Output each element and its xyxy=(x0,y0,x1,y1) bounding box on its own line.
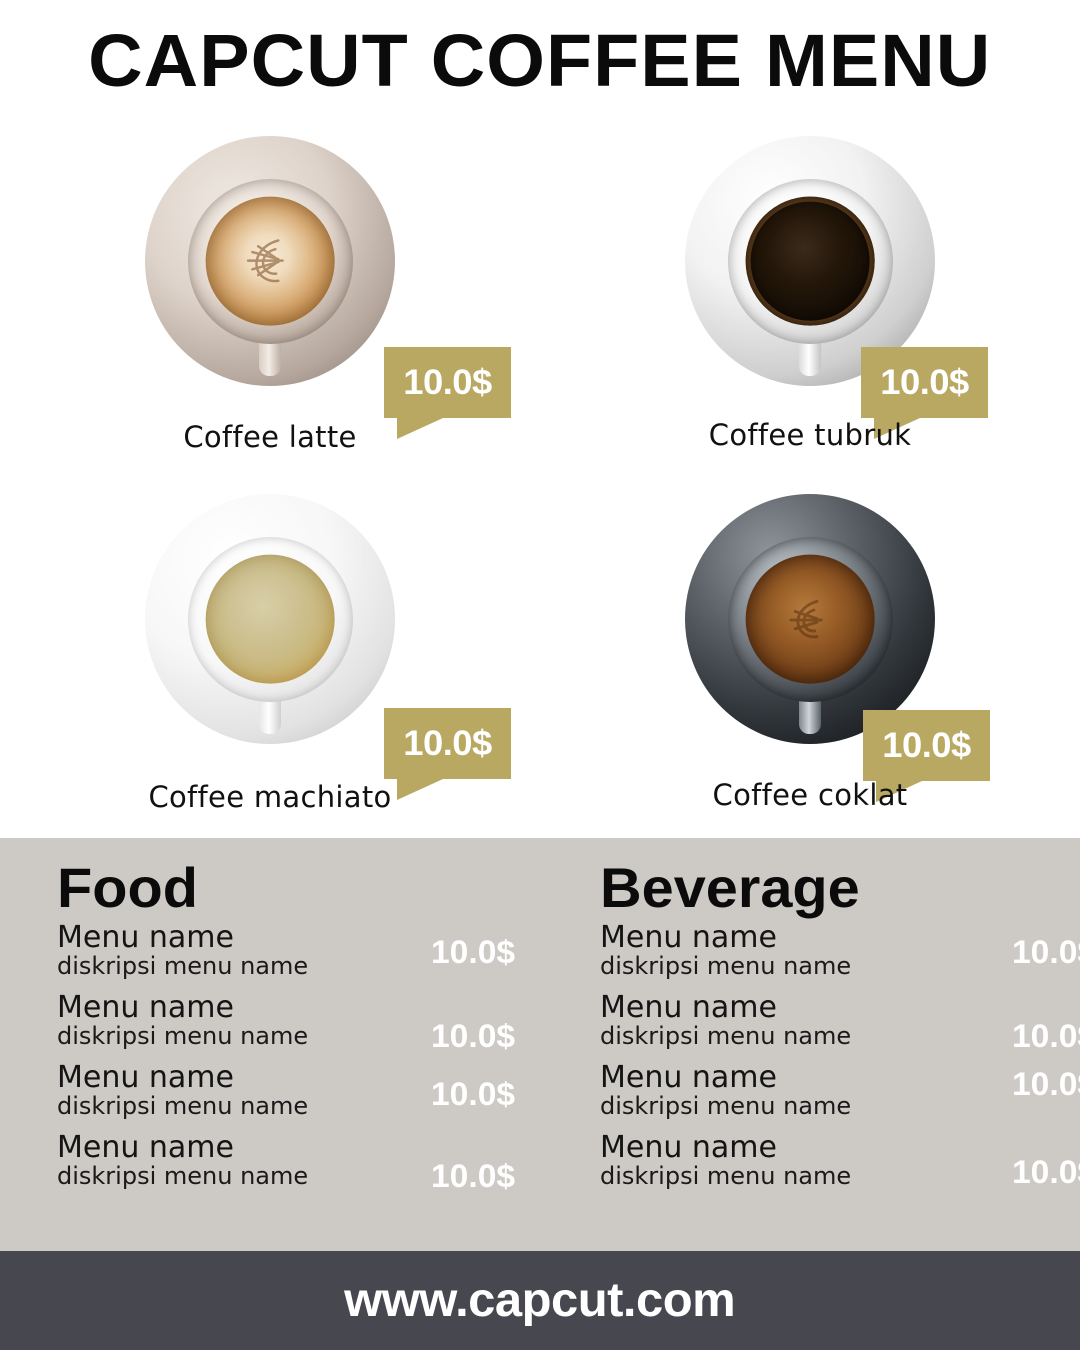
menu-item-price: 10.0$ xyxy=(1011,1018,1080,1054)
product-card-machiato[interactable] xyxy=(0,478,540,838)
menu-item-price: 10.0$ xyxy=(430,1158,516,1194)
menu-section-beverage: Beverage Menu name diskripsi menu name 1… xyxy=(600,860,1080,1202)
menu-item-price: 10.0$ xyxy=(1011,1066,1080,1102)
product-card-coklat[interactable] xyxy=(540,478,1080,838)
price-value: 10.0$ xyxy=(403,362,492,402)
page-header: CAPCUT COFFEE MENU xyxy=(0,0,1080,120)
price-value: 10.0$ xyxy=(880,362,969,402)
menu-item-desc: diskripsi menu name xyxy=(57,1161,309,1190)
product-label-latte: Coffee latte xyxy=(183,420,357,454)
menu-item-price: 10.0$ xyxy=(430,1076,516,1112)
menu-panel: Food Menu name diskripsi menu name 10.0$… xyxy=(0,838,1080,1251)
menu-row[interactable]: Menu name diskripsi menu name 10.0$ xyxy=(57,1062,557,1132)
menu-row[interactable]: Menu name diskripsi menu name 10.0$ xyxy=(600,922,1080,992)
menu-item-desc: diskripsi menu name xyxy=(600,1161,852,1190)
menu-item-price: 10.0$ xyxy=(1011,1154,1080,1190)
page-title: CAPCUT COFFEE MENU xyxy=(88,18,992,102)
menu-item-desc: diskripsi menu name xyxy=(57,1091,309,1120)
menu-row[interactable]: Menu name diskripsi menu name 10.0$ xyxy=(600,1062,1080,1132)
price-badge-tubruk: 10.0$ xyxy=(861,347,988,439)
menu-item-name: Menu name xyxy=(600,920,777,955)
menu-row[interactable]: Menu name diskripsi menu name 10.0$ xyxy=(57,992,557,1062)
menu-item-name: Menu name xyxy=(600,990,777,1025)
footer-bar: www.capcut.com xyxy=(0,1251,1080,1350)
menu-item-desc: diskripsi menu name xyxy=(57,1021,309,1050)
menu-item-desc: diskripsi menu name xyxy=(600,1021,852,1050)
menu-row[interactable]: Menu name diskripsi menu name 10.0$ xyxy=(600,992,1080,1062)
menu-item-name: Menu name xyxy=(57,990,234,1025)
product-label-tubruk: Coffee tubruk xyxy=(708,418,912,452)
coffee-cup-tubruk-icon xyxy=(685,136,935,386)
product-label-coklat: Coffee coklat xyxy=(712,778,908,812)
menu-row[interactable]: Menu name diskripsi menu name 10.0$ xyxy=(57,1132,557,1202)
menu-item-desc: diskripsi menu name xyxy=(600,1091,852,1120)
coffee-cup-latte-icon xyxy=(145,136,395,386)
coffee-cup-coklat-icon xyxy=(685,494,935,744)
menu-item-name: Menu name xyxy=(57,920,234,955)
section-heading-beverage: Beverage xyxy=(600,856,860,919)
menu-item-desc: diskripsi menu name xyxy=(57,951,309,980)
menu-item-desc: diskripsi menu name xyxy=(600,951,852,980)
menu-item-name: Menu name xyxy=(57,1130,234,1165)
menu-row[interactable]: Menu name diskripsi menu name 10.0$ xyxy=(57,922,557,992)
product-card-latte[interactable] xyxy=(0,120,540,480)
menu-item-price: 10.0$ xyxy=(1011,934,1080,970)
menu-item-name: Menu name xyxy=(57,1060,234,1095)
price-badge-machiato: 10.0$ xyxy=(384,708,511,800)
menu-row[interactable]: Menu name diskripsi menu name 10.0$ xyxy=(600,1132,1080,1202)
price-badge-latte: 10.0$ xyxy=(384,347,511,439)
product-grid xyxy=(0,120,1080,838)
product-label-machiato: Coffee machiato xyxy=(148,780,392,814)
product-card-tubruk[interactable] xyxy=(540,120,1080,480)
website-url[interactable]: www.capcut.com xyxy=(344,1274,736,1327)
chocolate-art-icon xyxy=(774,583,846,655)
menu-item-price: 10.0$ xyxy=(430,1018,516,1054)
price-badge-coklat: 10.0$ xyxy=(863,710,990,802)
section-heading-food: Food xyxy=(57,856,198,919)
menu-item-name: Menu name xyxy=(600,1060,777,1095)
menu-item-name: Menu name xyxy=(600,1130,777,1165)
latte-art-icon xyxy=(234,225,306,297)
price-value: 10.0$ xyxy=(403,723,492,763)
menu-item-price: 10.0$ xyxy=(430,934,516,970)
price-value: 10.0$ xyxy=(882,725,971,765)
coffee-cup-machiato-icon xyxy=(145,494,395,744)
menu-section-food: Food Menu name diskripsi menu name 10.0$… xyxy=(57,860,557,1202)
